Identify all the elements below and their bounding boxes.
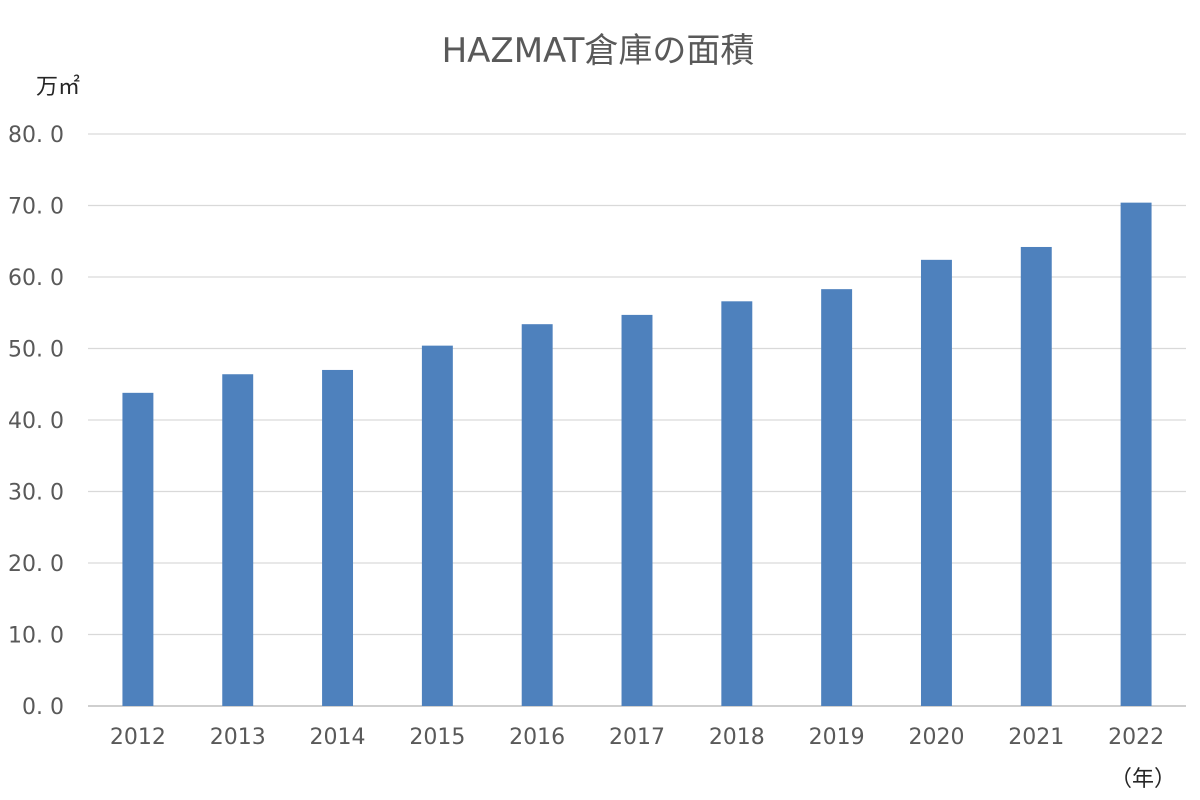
y-tick-label: 10. 0 [8, 624, 64, 649]
y-tick-label: 20. 0 [8, 552, 64, 577]
bar [920, 259, 952, 706]
y-tick-label: 60. 0 [8, 266, 64, 291]
y-axis-unit-label: 万㎡ [36, 74, 80, 100]
x-tick-label: 2020 [908, 725, 964, 750]
bar [122, 392, 154, 706]
x-tick-label: 2018 [709, 725, 765, 750]
x-axis-unit-label: （年） [1110, 767, 1176, 792]
y-tick-label: 80. 0 [8, 123, 64, 148]
bar [721, 301, 753, 706]
bar [222, 374, 254, 706]
y-tick-label: 70. 0 [8, 195, 64, 220]
bars [122, 202, 1152, 706]
x-tick-label: 2022 [1108, 725, 1164, 750]
x-tick-label: 2013 [210, 725, 266, 750]
bar [1120, 202, 1152, 706]
y-axis-ticks: 0. 0 10. 0 20. 0 30. 0 40. 0 50. 0 60. 0 70. 0 8… [8, 123, 64, 720]
bar [1020, 246, 1052, 706]
bar [821, 289, 853, 706]
bar [521, 324, 553, 706]
x-tick-label: 2015 [409, 725, 465, 750]
x-tick-label: 2021 [1008, 725, 1064, 750]
bar [421, 345, 453, 706]
y-tick-label: 30. 0 [8, 481, 64, 506]
x-tick-label: 2012 [110, 725, 166, 750]
x-axis-ticks: 2012 2013 2014 2015 2016 2017 2018 2019 2020 2021… [110, 725, 1164, 750]
bar [621, 314, 653, 706]
chart-title: HAZMAT倉庫の面積 [442, 31, 755, 71]
x-tick-label: 2017 [609, 725, 665, 750]
bar [322, 369, 354, 706]
x-tick-label: 2016 [509, 725, 565, 750]
y-tick-label: 40. 0 [8, 409, 64, 434]
y-tick-label: 50. 0 [8, 338, 64, 363]
x-tick-label: 2019 [809, 725, 865, 750]
x-tick-label: 2014 [310, 725, 366, 750]
y-tick-label: 0. 0 [22, 695, 64, 720]
